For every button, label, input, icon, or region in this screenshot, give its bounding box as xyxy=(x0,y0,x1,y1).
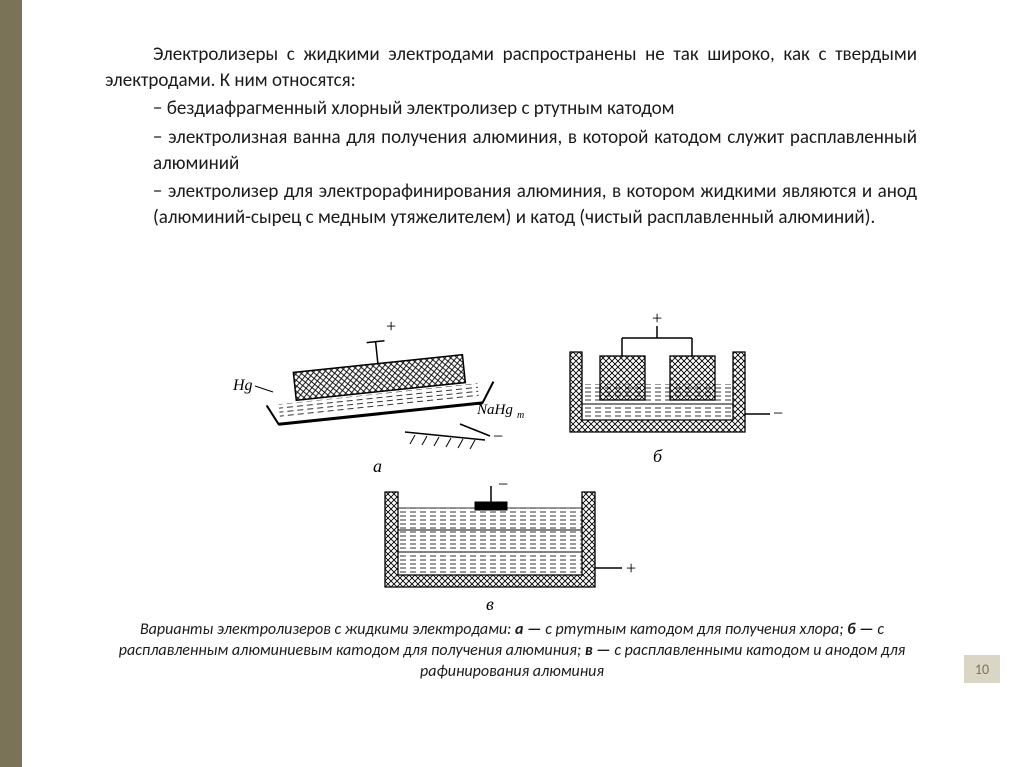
caption-a-key: а — xyxy=(515,620,542,639)
label-hg: Hg xyxy=(232,377,253,394)
electrolyzer-figure: + − Hg NaHg m а xyxy=(225,304,785,614)
caption-b-key: б — xyxy=(847,620,874,639)
minus-sign-b: − xyxy=(773,403,783,423)
figure-sub-b: + − б xyxy=(570,308,783,466)
figure-sub-v: − + в xyxy=(385,474,636,614)
label-v: в xyxy=(486,594,494,614)
page-number-badge: 10 xyxy=(964,655,1000,683)
caption-v-key: в — xyxy=(585,641,611,660)
plus-sign-v: + xyxy=(626,558,636,578)
label-b: б xyxy=(653,446,663,466)
bullet-3: электролизер для электрорафинирования ал… xyxy=(105,179,917,230)
label-a: а xyxy=(373,456,382,476)
figure-sub-a: + − Hg NaHg m а xyxy=(232,316,524,476)
label-nahgm: NaHg xyxy=(476,402,513,418)
caption-a-text: с ртутным катодом для получения хлора; xyxy=(542,620,848,639)
figure-caption: Варианты электролизеров с жидкими электр… xyxy=(100,620,924,682)
main-text-block: Электролизеры с жидкими электродами расп… xyxy=(105,42,917,233)
paragraph-intro: Электролизеры с жидкими электродами расп… xyxy=(105,42,917,93)
minus-sign-a: − xyxy=(493,426,503,446)
plus-sign-a: + xyxy=(386,316,396,336)
bullet-1: бездиафрагменный хлорный электролизер с … xyxy=(105,96,917,122)
left-accent-stripe xyxy=(0,0,22,767)
minus-sign-v: − xyxy=(498,474,508,494)
caption-lead: Варианты электролизеров с жидкими электр… xyxy=(140,620,515,639)
bullet-2: электролизная ванна для получения алюмин… xyxy=(105,125,917,176)
page-number: 10 xyxy=(975,661,989,678)
plus-sign-b: + xyxy=(652,308,662,328)
svg-text:m: m xyxy=(517,410,524,421)
